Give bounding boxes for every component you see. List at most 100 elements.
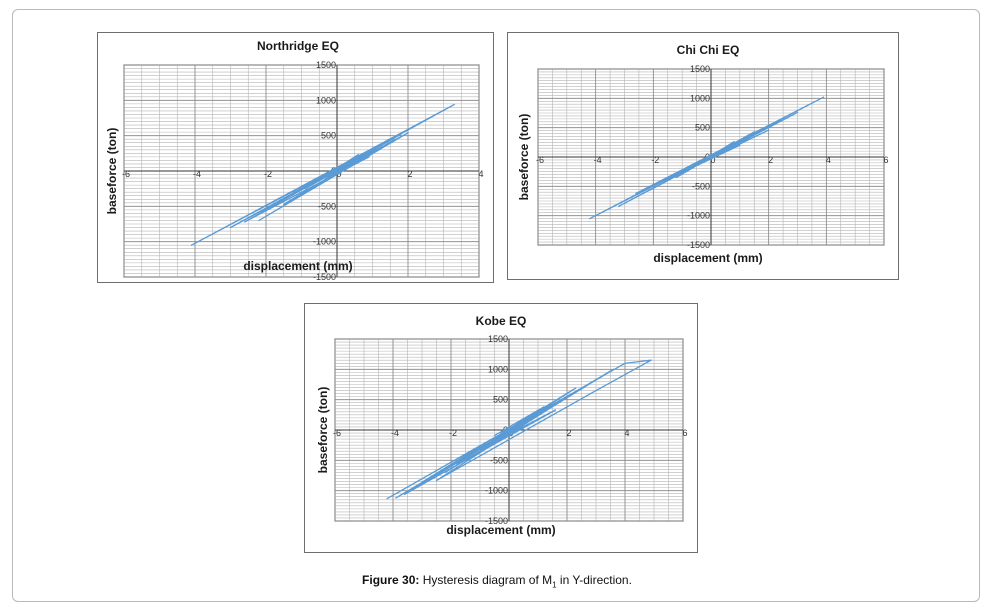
data-point xyxy=(589,218,591,220)
data-point xyxy=(453,103,455,106)
x-axis-label: displacement (mm) xyxy=(446,523,555,537)
data-point xyxy=(407,132,409,134)
hysteresis-series-line xyxy=(589,96,825,220)
chart-northridge: -6 -4 -2 0 2 4-1500-1000-500050010001500North… xyxy=(105,39,484,282)
x-tick-label: -6 xyxy=(122,169,130,179)
y-tick-label: -1000 xyxy=(485,486,508,496)
data-point xyxy=(293,191,295,193)
y-axis-label: baseforce (ton) xyxy=(105,128,119,215)
data-point xyxy=(753,131,755,133)
data-point xyxy=(618,205,620,207)
x-tick-label: -4 xyxy=(594,155,602,165)
chart-kobe: -6 -4 -2 0 2 4 6-1500-1000-500050010001500Kobe… xyxy=(316,314,688,537)
data-point xyxy=(796,111,799,114)
data-point xyxy=(612,368,614,370)
data-point xyxy=(650,359,652,361)
x-axis-label: displacement (mm) xyxy=(653,251,762,265)
caption-subscript: 1 xyxy=(552,580,557,590)
y-axis-label: baseforce (ton) xyxy=(517,114,531,201)
data-point xyxy=(779,120,781,122)
x-tick-label: 2 xyxy=(407,169,412,179)
chart-panel-northridge: -6 -4 -2 0 2 4 -1500 -1000 -500 0 500 1000 1500 North… xyxy=(97,32,494,283)
data-point xyxy=(601,376,603,378)
y-tick-label: 1500 xyxy=(690,64,710,74)
data-point xyxy=(716,154,718,156)
chart-title: Chi Chi EQ xyxy=(677,43,740,57)
data-point xyxy=(528,419,530,421)
x-axis-label: displacement (mm) xyxy=(243,259,352,273)
data-point xyxy=(444,471,446,474)
y-tick-label: -1500 xyxy=(485,516,508,526)
x-tick-label: 6 xyxy=(883,155,888,165)
caption-text-end: in Y-direction. xyxy=(556,573,632,587)
x-tick-label: -2 xyxy=(651,155,659,165)
data-point xyxy=(543,406,545,408)
data-point xyxy=(664,179,666,182)
figure-frame xyxy=(12,9,980,602)
data-point xyxy=(499,431,501,434)
data-point xyxy=(244,221,246,223)
y-tick-label: 1500 xyxy=(488,334,508,344)
x-tick-label: -2 xyxy=(264,169,272,179)
chart-panel-chichi: -6 -4 -2 0 2 4 6 -1500 -1000 -500 0 500 1000 1500 Chi … xyxy=(507,32,899,280)
data-point xyxy=(733,141,735,143)
data-point xyxy=(583,385,585,387)
data-point xyxy=(368,156,370,158)
data-point xyxy=(304,188,306,190)
chart-title: Northridge EQ xyxy=(257,39,339,53)
data-point xyxy=(537,414,539,417)
y-tick-label: 1000 xyxy=(488,364,508,374)
data-point xyxy=(435,479,438,481)
data-point xyxy=(822,96,825,98)
y-tick-label: -1000 xyxy=(687,211,710,221)
data-point xyxy=(258,219,260,222)
data-point xyxy=(229,226,232,229)
y-tick-label: -1500 xyxy=(687,240,710,250)
y-axis-label: baseforce (ton) xyxy=(316,387,330,474)
data-point xyxy=(595,389,597,392)
figure-label: Figure 30: xyxy=(362,573,420,587)
x-tick-label: 6 xyxy=(682,428,687,438)
data-point xyxy=(554,409,556,411)
data-point xyxy=(347,166,349,168)
x-tick-label: 2 xyxy=(768,155,773,165)
x-tick-label: 4 xyxy=(624,428,629,438)
data-point xyxy=(493,434,496,437)
data-point xyxy=(421,481,423,483)
data-point xyxy=(479,448,481,451)
data-point xyxy=(456,463,458,465)
y-tick-label: 500 xyxy=(695,123,710,133)
data-point xyxy=(329,173,331,175)
y-tick-label: -1500 xyxy=(313,272,336,282)
hysteresis-series-line xyxy=(190,103,455,246)
data-point xyxy=(395,497,397,499)
x-tick-label: 4 xyxy=(478,169,483,179)
y-tick-label: 500 xyxy=(493,395,508,405)
chart-panel-kobe: -6 -4 -2 0 2 4 6 -1500 -1000 -500 0 500 1000 1500 Kobe… xyxy=(304,303,698,553)
x-tick-label: -6 xyxy=(536,155,544,165)
x-tick-label: 0 xyxy=(710,155,715,165)
chart-chichi: -6 -4 -2 0 2 4 6-1500-1000-500050010001500Chi … xyxy=(517,43,889,265)
data-point xyxy=(635,192,637,194)
data-point xyxy=(695,163,698,165)
y-tick-label: 1000 xyxy=(316,95,336,105)
data-point xyxy=(386,497,388,500)
data-point xyxy=(675,176,677,179)
data-point xyxy=(400,133,402,135)
x-tick-label: 2 xyxy=(566,428,571,438)
x-tick-label: -6 xyxy=(333,428,341,438)
y-tick-label: 1000 xyxy=(690,93,710,103)
data-point xyxy=(768,129,770,131)
x-tick-label: -2 xyxy=(449,428,457,438)
caption-text: Hysteresis diagram of M xyxy=(419,573,553,587)
x-tick-label: -4 xyxy=(391,428,399,438)
data-point xyxy=(739,144,741,146)
data-point xyxy=(375,148,377,150)
y-tick-label: -500 xyxy=(490,455,508,465)
y-tick-label: -1000 xyxy=(313,237,336,247)
data-point xyxy=(357,154,359,156)
data-point xyxy=(404,493,406,495)
data-point xyxy=(575,387,577,389)
y-tick-label: -500 xyxy=(692,181,710,191)
figure-caption: Figure 30: Hysteresis diagram of M1 in Y… xyxy=(0,573,994,589)
